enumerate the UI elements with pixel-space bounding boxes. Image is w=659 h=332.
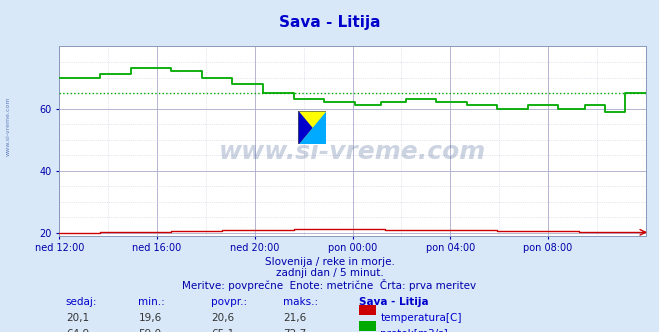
Text: Slovenija / reke in morje.: Slovenija / reke in morje.: [264, 257, 395, 267]
Text: maks.:: maks.:: [283, 297, 318, 307]
Text: 20,1: 20,1: [66, 313, 89, 323]
Text: min.:: min.:: [138, 297, 165, 307]
Text: povpr.:: povpr.:: [211, 297, 247, 307]
Text: 59,0: 59,0: [138, 329, 161, 332]
Text: pretok[m3/s]: pretok[m3/s]: [380, 329, 448, 332]
Text: sedaj:: sedaj:: [66, 297, 98, 307]
Text: www.si-vreme.com: www.si-vreme.com: [219, 140, 486, 164]
Text: 20,6: 20,6: [211, 313, 234, 323]
Text: 65,1: 65,1: [211, 329, 234, 332]
Text: Meritve: povprečne  Enote: metrične  Črta: prva meritev: Meritve: povprečne Enote: metrične Črta:…: [183, 279, 476, 291]
Text: Sava - Litija: Sava - Litija: [279, 15, 380, 30]
Text: 72,7: 72,7: [283, 329, 306, 332]
Text: www.si-vreme.com: www.si-vreme.com: [5, 96, 11, 156]
Text: Sava - Litija: Sava - Litija: [359, 297, 429, 307]
Polygon shape: [298, 111, 326, 144]
Text: 64,9: 64,9: [66, 329, 89, 332]
Text: zadnji dan / 5 minut.: zadnji dan / 5 minut.: [275, 268, 384, 278]
Polygon shape: [298, 111, 312, 144]
Text: temperatura[C]: temperatura[C]: [380, 313, 462, 323]
Text: 21,6: 21,6: [283, 313, 306, 323]
Text: 19,6: 19,6: [138, 313, 161, 323]
Polygon shape: [298, 111, 326, 144]
